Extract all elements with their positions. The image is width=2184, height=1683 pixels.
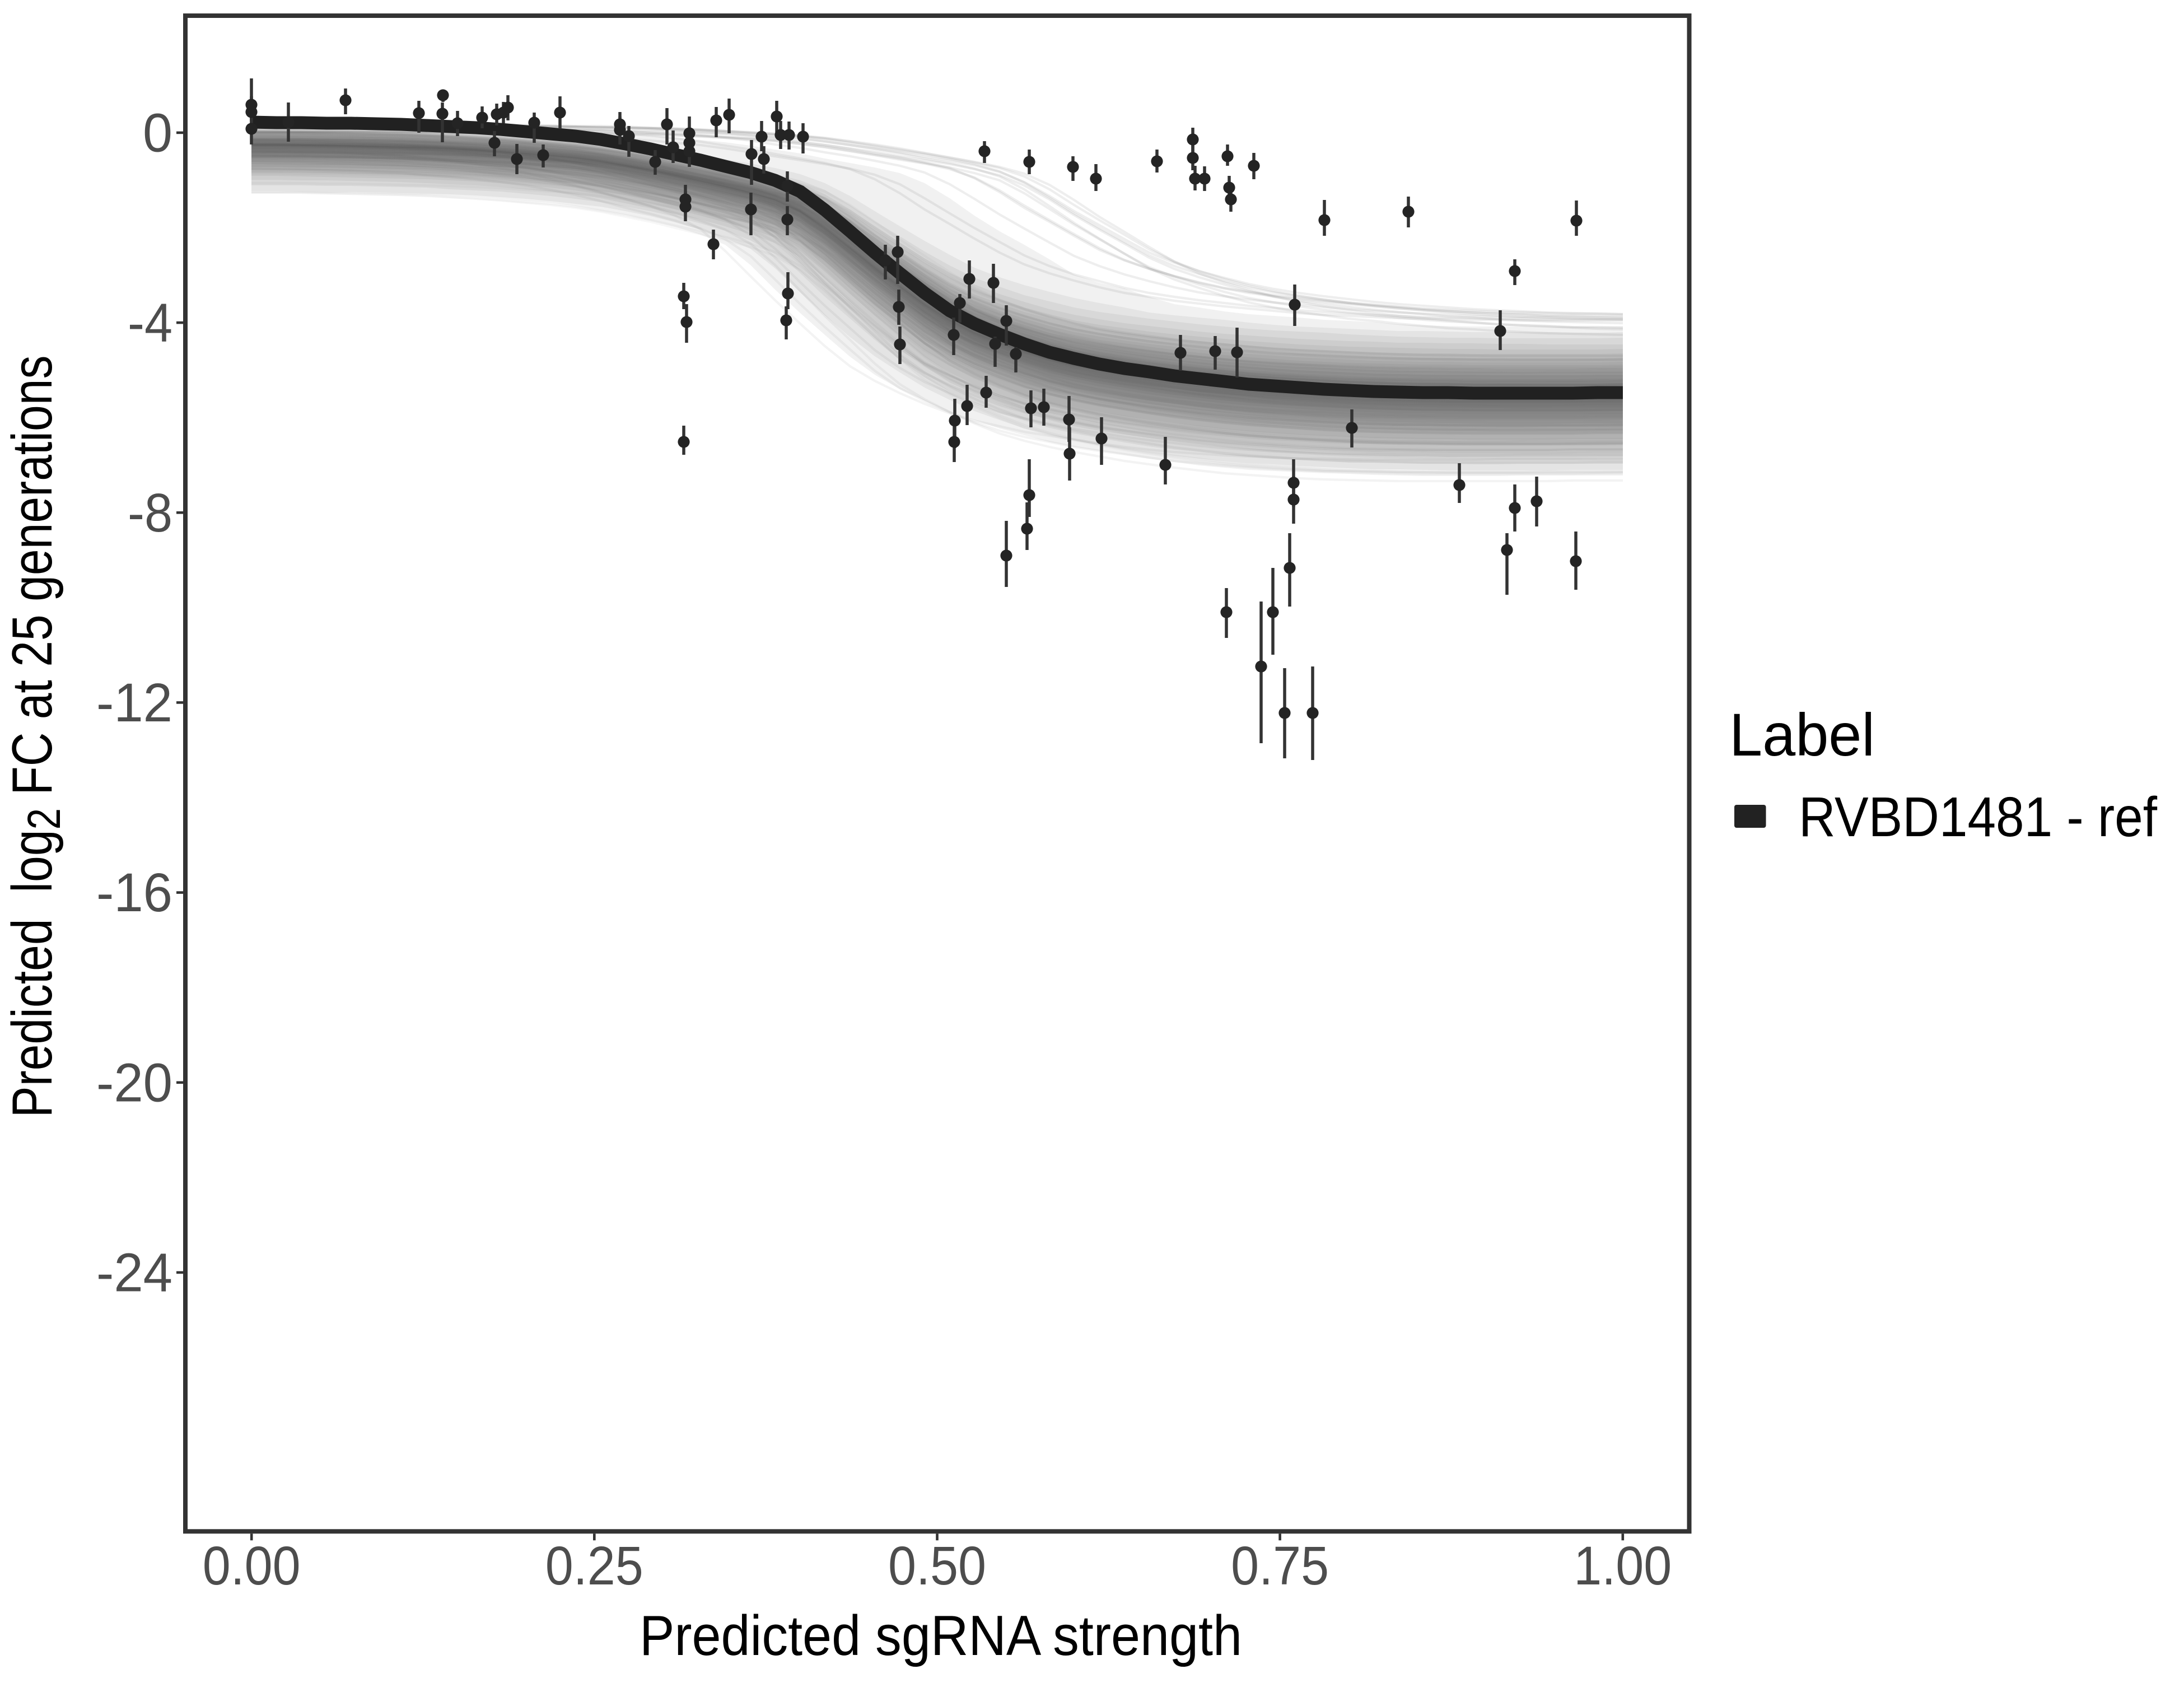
svg-text:Predicted sgRNA strength: Predicted sgRNA strength — [640, 1605, 1242, 1667]
svg-text:-12: -12 — [96, 672, 172, 733]
svg-text:0.00: 0.00 — [203, 1535, 301, 1596]
svg-text:Label: Label — [1729, 701, 1875, 768]
svg-text:-24: -24 — [96, 1242, 172, 1303]
svg-text:0.75: 0.75 — [1231, 1535, 1329, 1596]
svg-text:0: 0 — [143, 102, 172, 163]
svg-text:RVBD1481 - ref: RVBD1481 - ref — [1799, 786, 2157, 849]
svg-text:0.50: 0.50 — [888, 1535, 986, 1596]
svg-text:-4: -4 — [128, 292, 172, 353]
svg-text:-20: -20 — [96, 1052, 172, 1113]
svg-text:1.00: 1.00 — [1574, 1535, 1672, 1596]
svg-text:Predicted log2 FC at 25 gener: Predicted log2 FC at 25 generations — [1, 356, 70, 1118]
svg-text:-8: -8 — [128, 482, 172, 543]
svg-text:0.25: 0.25 — [545, 1535, 643, 1596]
svg-text:-16: -16 — [96, 862, 172, 923]
